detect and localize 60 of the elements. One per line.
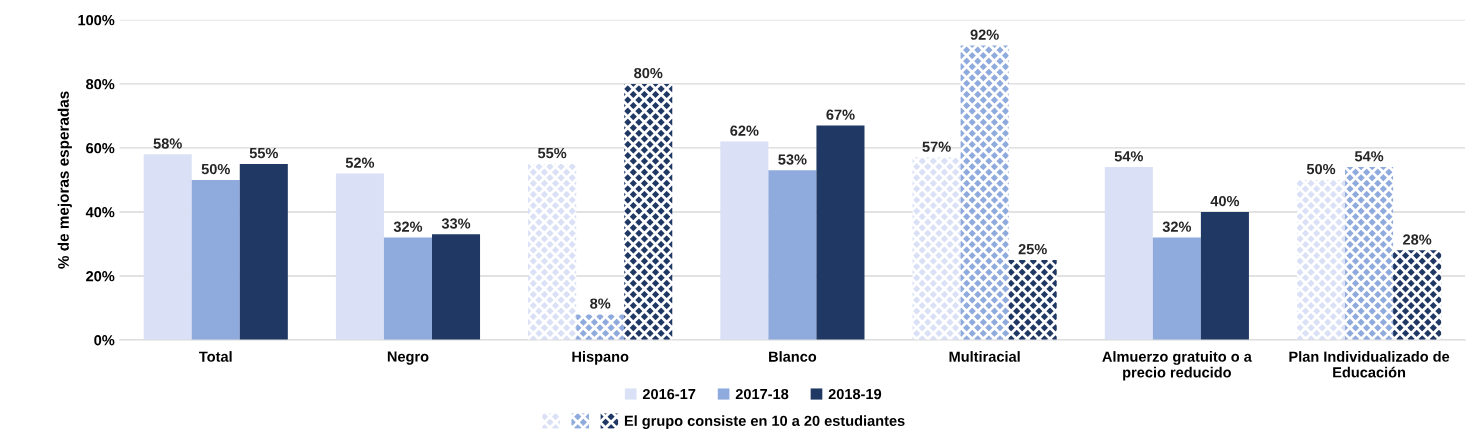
data-label: 32%	[1162, 221, 1192, 232]
data-label: 58%	[153, 138, 182, 149]
data-label: 80%	[634, 67, 663, 79]
x-tick-label: Hispano	[572, 351, 629, 365]
data-label: 50%	[201, 163, 230, 175]
y-tick-label: 60%	[86, 143, 115, 154]
bar	[1152, 237, 1201, 340]
data-label: 67%	[826, 109, 855, 120]
y-tick-label: 20%	[86, 271, 115, 282]
y-tick-label: 100%	[78, 14, 115, 26]
bar	[1393, 250, 1442, 340]
legend-label: El grupo consiste en 10 a 20 estudiantes	[624, 415, 905, 429]
data-label: 92%	[970, 29, 999, 40]
bar	[432, 234, 481, 340]
data-label: 62%	[730, 125, 759, 136]
data-label: 50%	[1306, 163, 1336, 175]
bar	[960, 45, 1009, 340]
data-label: 28%	[1403, 234, 1432, 245]
x-tick-label: Multiracial	[949, 351, 1020, 362]
x-tick-label: Almuerzo gratuito o a precio reducido	[1102, 351, 1252, 381]
data-label: 33%	[441, 218, 471, 229]
x-tick-label: Total	[199, 351, 232, 362]
data-label: 32%	[393, 221, 423, 232]
bar	[1008, 259, 1057, 340]
x-tick-label: Blanco	[769, 351, 817, 362]
legend-label: 2017-18	[735, 388, 789, 400]
data-label: 57%	[922, 141, 951, 152]
bar	[191, 179, 240, 340]
data-label: 40%	[1210, 195, 1240, 207]
bar	[143, 154, 192, 340]
data-label: 54%	[1354, 151, 1384, 162]
data-label: 8%	[590, 298, 611, 309]
bar	[624, 83, 673, 340]
bar	[383, 237, 432, 340]
bar	[576, 314, 625, 340]
bar	[816, 125, 865, 340]
bar	[239, 163, 288, 340]
y-tick-label: 40%	[85, 207, 115, 218]
data-label: 52%	[345, 157, 375, 168]
bar	[1104, 167, 1153, 340]
data-label: 55%	[249, 147, 279, 159]
bar	[720, 141, 769, 340]
data-label: 55%	[537, 147, 567, 159]
bar	[1200, 211, 1249, 340]
bar	[768, 170, 817, 340]
data-label: 25%	[1018, 243, 1047, 255]
data-label: 54%	[1114, 151, 1144, 162]
y-tick-label: 80%	[86, 79, 115, 90]
bar	[335, 173, 384, 340]
y-axis-title: % de mejoras esperadas	[57, 91, 72, 269]
bar	[528, 163, 577, 340]
bar	[1345, 167, 1394, 340]
x-tick-label: Plan Individualizado de Educación	[1289, 351, 1450, 378]
legend-label: 2016-17	[642, 388, 696, 400]
y-tick-label: 0%	[94, 335, 115, 346]
bar	[1296, 179, 1346, 340]
legend-label: 2018-19	[828, 388, 882, 400]
data-label: 53%	[778, 154, 807, 165]
bar	[912, 157, 961, 340]
x-tick-label: Negro	[387, 351, 429, 365]
